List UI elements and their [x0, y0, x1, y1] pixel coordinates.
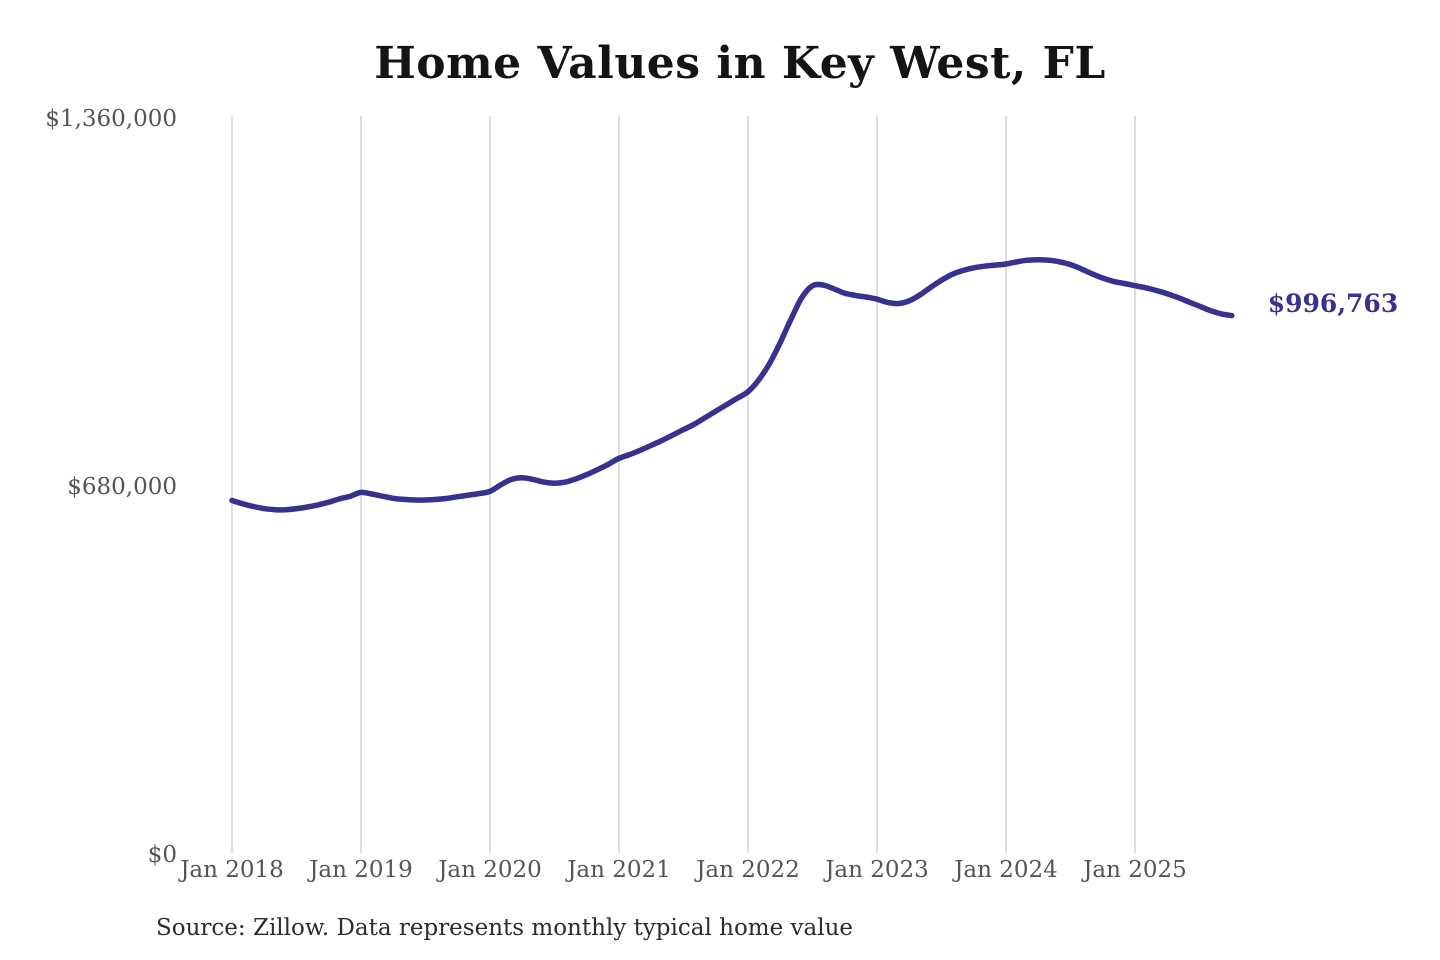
- x-tick-label: Jan 2022: [696, 857, 800, 883]
- x-tick-label: Jan 2019: [309, 857, 413, 883]
- y-tick-label: $0: [147, 842, 177, 868]
- home-value-line: [229, 256, 1235, 513]
- latest-value-label: $996,763: [1267, 288, 1399, 318]
- x-tick-label: Jan 2020: [438, 857, 542, 883]
- x-tick-label: Jan 2025: [1083, 857, 1187, 883]
- chart-title: Home Values in Key West, FL: [374, 38, 1106, 89]
- y-tick-label: $680,000: [67, 474, 177, 500]
- x-tick-label: Jan 2018: [180, 857, 284, 883]
- x-tick-label: Jan 2023: [825, 857, 929, 883]
- source-note: Source: Zillow. Data represents monthly …: [156, 915, 854, 941]
- x-tick-label: Jan 2024: [954, 857, 1058, 883]
- x-tick-label: Jan 2021: [567, 857, 671, 883]
- y-tick-label: $1,360,000: [45, 106, 177, 132]
